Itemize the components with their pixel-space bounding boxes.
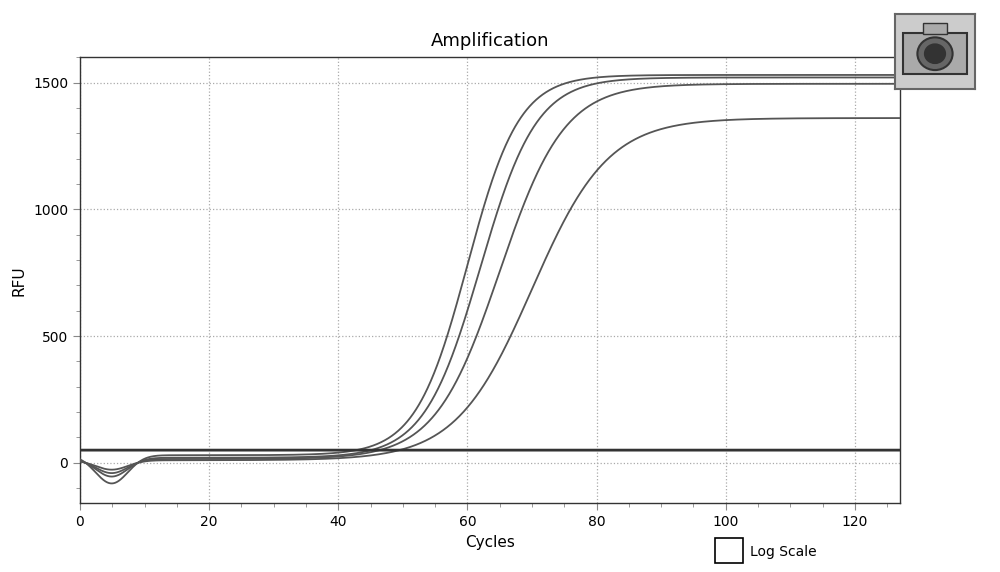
X-axis label: Cycles: Cycles bbox=[465, 535, 515, 550]
Bar bbox=[903, 33, 967, 74]
Bar bbox=[923, 23, 947, 34]
Y-axis label: RFU: RFU bbox=[11, 265, 26, 296]
Circle shape bbox=[917, 37, 953, 70]
Text: Log Scale: Log Scale bbox=[750, 545, 817, 559]
Circle shape bbox=[925, 44, 945, 63]
Title: Amplification: Amplification bbox=[431, 32, 549, 50]
